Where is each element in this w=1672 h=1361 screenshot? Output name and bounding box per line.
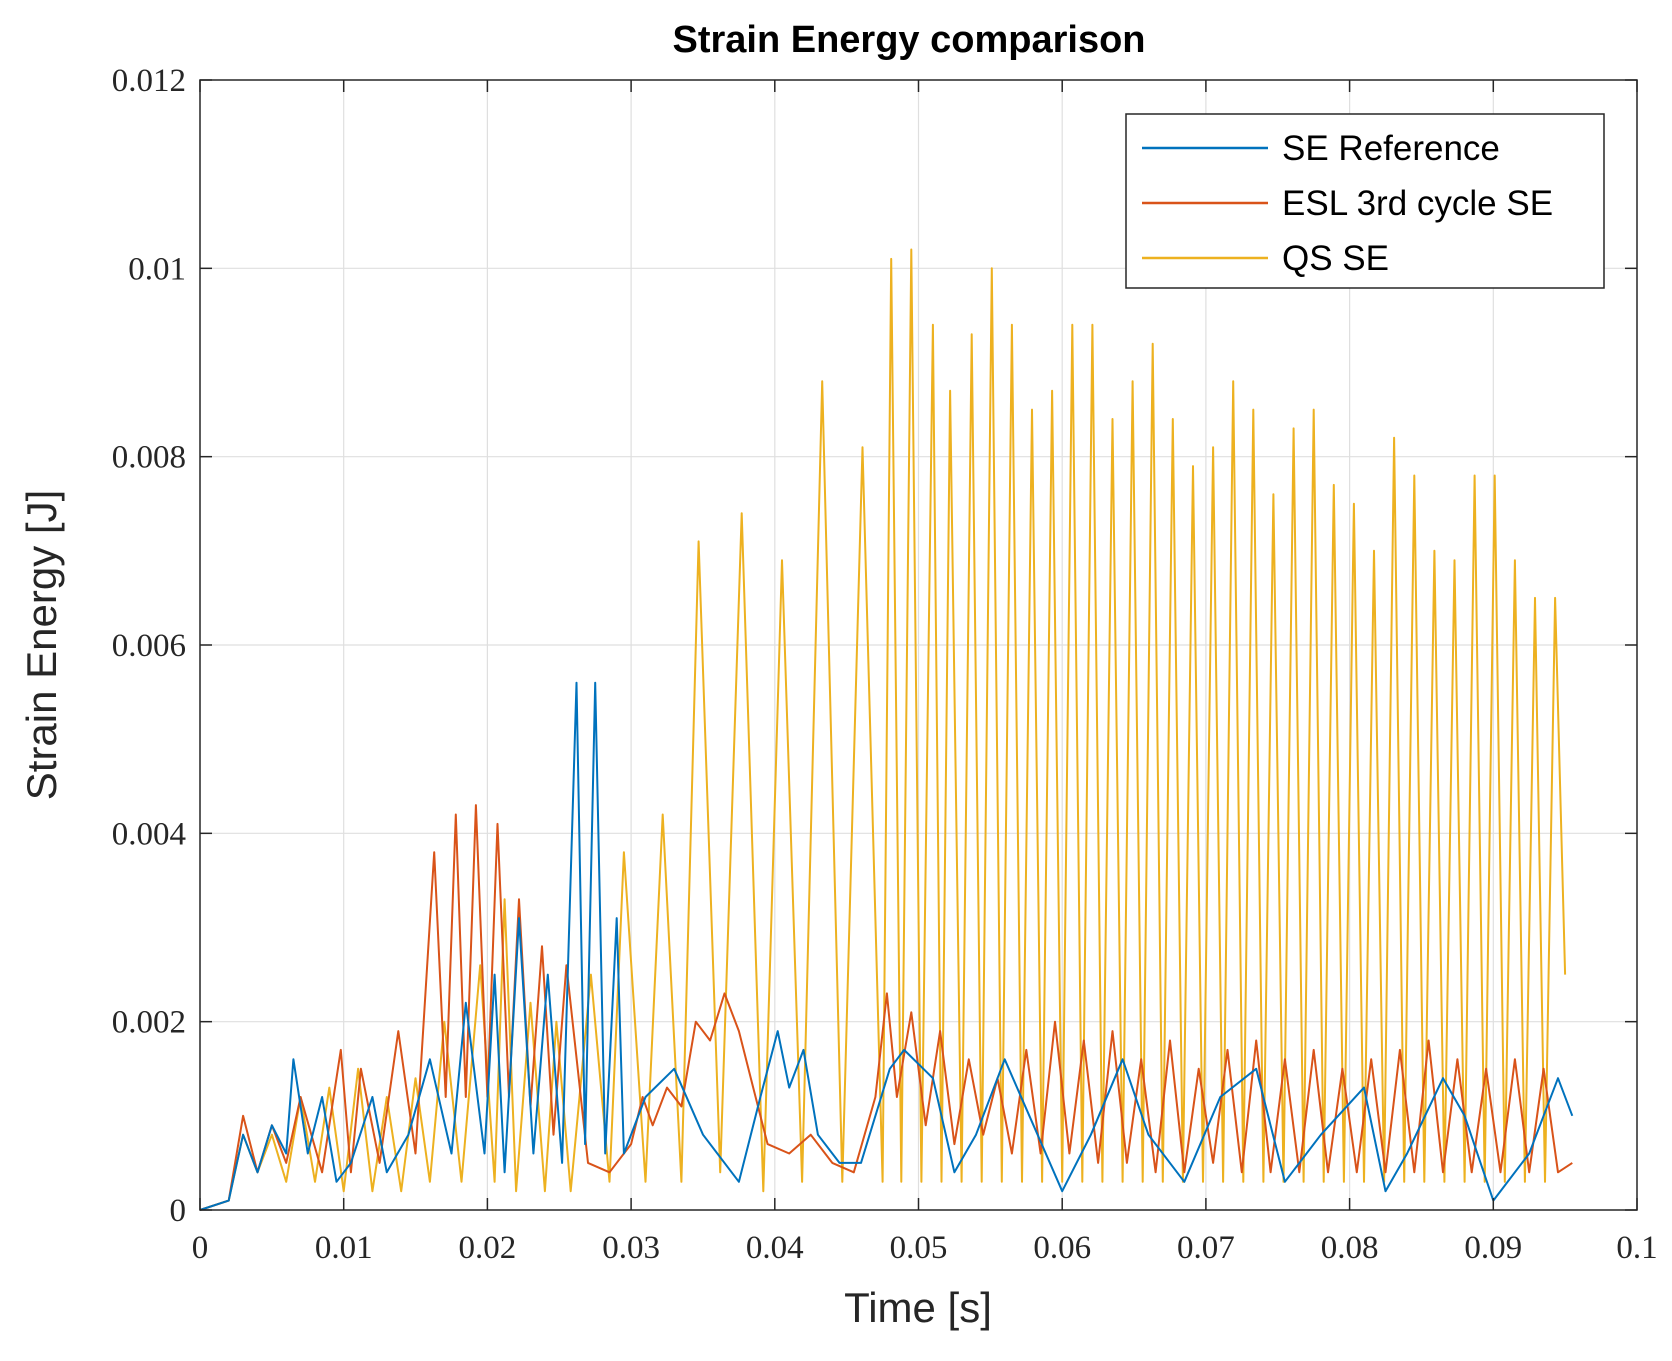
x-tick-label: 0 <box>192 1230 209 1266</box>
x-tick-label: 0.06 <box>1033 1230 1091 1266</box>
x-tick-label: 0.02 <box>459 1230 517 1266</box>
x-tick-label: 0.09 <box>1464 1230 1522 1266</box>
legend-label-qs-se: QS SE <box>1282 239 1389 278</box>
x-tick-label: 0.1 <box>1616 1230 1657 1266</box>
legend-label-se-reference: SE Reference <box>1282 129 1500 168</box>
x-axis-label: Time [s] <box>844 1284 992 1331</box>
strain-energy-chart: Strain Energy comparison 0 0.01 0.02 0.03 0.… <box>0 0 1672 1361</box>
x-tick-label: 0.04 <box>746 1230 804 1266</box>
x-tick-label: 0.08 <box>1321 1230 1379 1266</box>
x-tick-label: 0.03 <box>602 1230 660 1266</box>
y-axis-label: Strain Energy [J] <box>18 490 65 800</box>
y-tick-label: 0 <box>170 1193 187 1229</box>
legend-label-esl-3rd-cycle-se: ESL 3rd cycle SE <box>1282 184 1553 223</box>
y-tick-label: 0.004 <box>112 816 186 852</box>
y-tick-label: 0.01 <box>128 251 186 287</box>
chart-title: Strain Energy comparison <box>672 19 1145 61</box>
legend: SE Reference ESL 3rd cycle SE QS SE <box>1126 114 1604 288</box>
y-tick-label: 0.002 <box>112 1005 186 1041</box>
x-tick-label: 0.01 <box>315 1230 373 1266</box>
x-tick-label: 0.07 <box>1177 1230 1235 1266</box>
x-tick-label: 0.05 <box>890 1230 948 1266</box>
y-tick-label: 0.006 <box>112 628 186 664</box>
y-tick-label: 0.012 <box>112 63 186 99</box>
y-tick-label: 0.008 <box>112 440 186 476</box>
